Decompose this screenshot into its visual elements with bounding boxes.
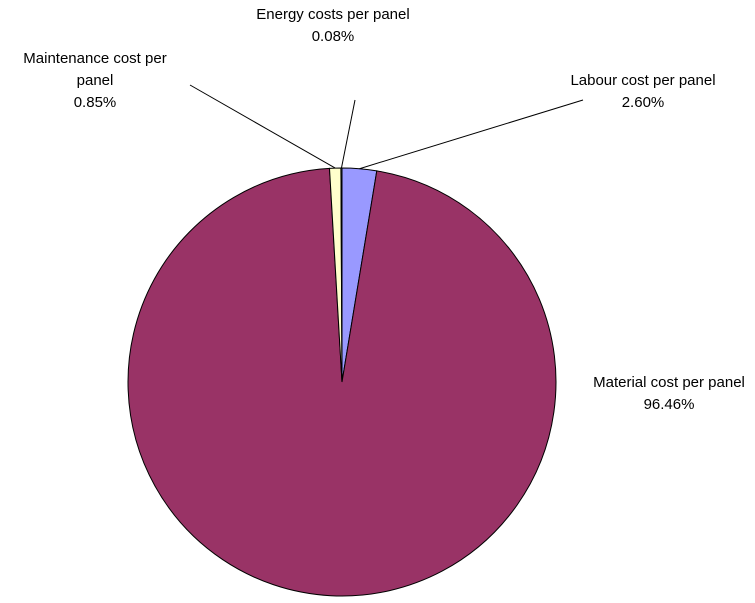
slice-name: Material cost per panel xyxy=(593,374,745,391)
leader-line xyxy=(189,84,336,169)
pie-slice xyxy=(127,167,557,597)
leader-line xyxy=(340,99,356,169)
data-label: Maintenance cost per panel 0.85% xyxy=(10,48,180,114)
pie-slice xyxy=(340,167,343,383)
leader-line xyxy=(359,99,584,170)
data-label: Energy costs per panel 0.08% xyxy=(248,4,418,48)
slice-name: Energy costs per panel xyxy=(256,6,410,23)
slice-name: Labour cost per panel xyxy=(570,72,716,89)
data-label: Material cost per panel 96.46% xyxy=(584,372,754,416)
slice-value: 2.60% xyxy=(621,94,665,111)
data-label: Labour cost per panel 2.60% xyxy=(558,70,728,114)
slice-value: 96.46% xyxy=(643,396,695,413)
slice-name: Maintenance cost per panel xyxy=(23,50,167,89)
slice-value: 0.85% xyxy=(73,94,117,111)
slice-value: 0.08% xyxy=(311,28,355,45)
